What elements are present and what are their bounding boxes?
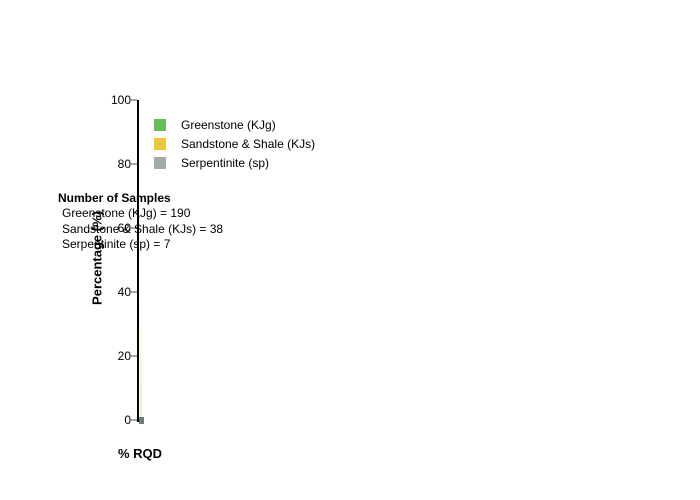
sandstone-swatch-icon	[154, 138, 166, 150]
annotation-title: Number of Samples	[58, 191, 171, 205]
y-axis-tick-label: 80	[117, 157, 131, 171]
y-axis-tick-label: 20	[117, 349, 131, 363]
y-axis-tick-label: 40	[117, 285, 131, 299]
y-axis-tick-label: 0	[124, 413, 131, 427]
annotation-line-greenstone: Greenstone (KJg) = 190	[62, 206, 191, 220]
serpentinite-bar-remnant	[139, 417, 144, 424]
x-axis-title: % RQD	[117, 446, 163, 461]
legend-label: Serpentinite (sp)	[181, 156, 270, 170]
y-axis-tick-label: 60	[117, 221, 131, 235]
collapsed-bars-sliver	[140, 300, 142, 423]
y-axis-tick-label: 100	[110, 93, 131, 107]
y-axis-tick	[131, 419, 137, 421]
y-axis-title: Percentage (%)	[89, 211, 105, 305]
legend-label: Sandstone & Shale (KJs)	[181, 137, 316, 151]
serpentinite-swatch-icon	[154, 157, 166, 169]
annotation-line-serpentinite: Serpentinite (sp) = 7	[62, 237, 171, 251]
annotation-line-sandstone: Sandstone & Shale (KJs) = 38	[62, 221, 224, 236]
y-axis-tick	[131, 227, 137, 229]
y-axis-tick	[131, 355, 137, 357]
greenstone-swatch-icon	[154, 119, 166, 131]
y-axis-tick	[131, 291, 137, 293]
legend-label: Greenstone (KJg)	[181, 118, 276, 132]
y-axis-line	[137, 100, 139, 422]
y-axis-tick	[131, 99, 137, 101]
sample-count-annotation: Number of Samples Greenstone (KJg) = 190…	[58, 191, 223, 253]
y-axis-tick	[131, 163, 137, 165]
